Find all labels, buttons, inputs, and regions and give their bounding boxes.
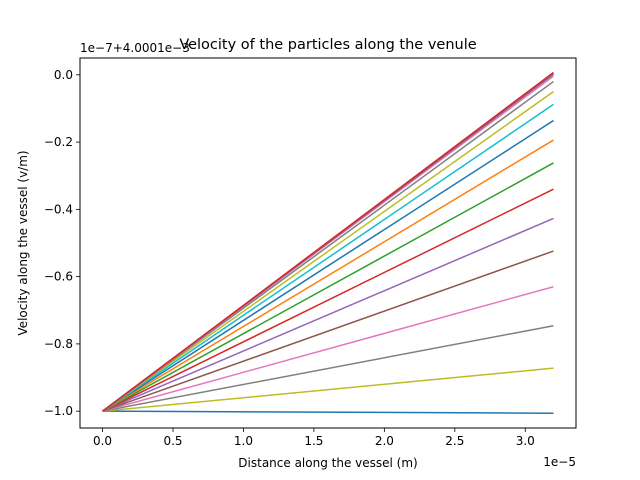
y-tick-label: −1.0 xyxy=(44,404,73,418)
series-line-11 xyxy=(102,103,554,412)
y-tick-label: −0.6 xyxy=(44,270,73,284)
series-line-3 xyxy=(102,325,554,412)
series-line-9 xyxy=(102,139,554,412)
x-axis-label: Distance along the vessel (m) xyxy=(238,456,417,470)
series-line-8 xyxy=(102,162,554,412)
x-tick-label: 2.0 xyxy=(375,434,394,448)
series-lines xyxy=(102,71,554,414)
series-line-2 xyxy=(102,367,554,412)
x-axis: 0.0 0.5 1.0 1.5 2.0 2.5 3.0 xyxy=(93,428,535,448)
chart-title: Velocity of the particles along the venu… xyxy=(179,37,476,53)
y-axis: 0.0 −0.2 −0.4 −0.6 −0.8 −1.0 xyxy=(44,68,80,418)
y-tick-label: −0.8 xyxy=(44,337,73,351)
series-line-1 xyxy=(102,410,554,414)
series-line-12 xyxy=(102,91,554,412)
series-line-10 xyxy=(102,119,554,412)
y-tick-label: −0.4 xyxy=(44,202,73,216)
series-line-4 xyxy=(102,286,554,412)
series-line-5 xyxy=(102,250,554,412)
y-tick-label: 0.0 xyxy=(54,68,73,82)
series-line-6 xyxy=(102,217,554,412)
x-tick-label: 1.5 xyxy=(304,434,323,448)
y-axis-label: Velocity along the vessel (v/m) xyxy=(16,150,30,335)
x-tick-label: 2.5 xyxy=(445,434,464,448)
series-line-7 xyxy=(102,188,554,412)
y-axis-offset-label: 1e−7+4.0001e−3 xyxy=(80,41,190,55)
x-tick-label: 0.0 xyxy=(93,434,112,448)
plot-frame xyxy=(79,57,577,429)
x-axis-scale-label: 1e−5 xyxy=(543,455,576,469)
y-tick-label: −0.2 xyxy=(44,135,73,149)
x-tick-label: 3.0 xyxy=(516,434,535,448)
x-tick-label: 1.0 xyxy=(234,434,253,448)
x-tick-label: 0.5 xyxy=(163,434,182,448)
series-line-17 xyxy=(102,71,554,412)
